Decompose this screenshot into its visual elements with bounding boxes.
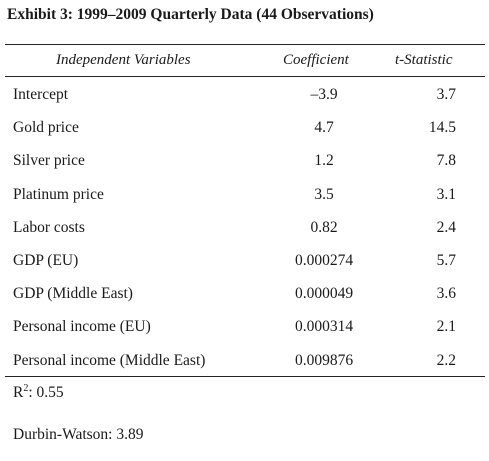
- row-t-statistic: 5.7: [436, 251, 456, 269]
- table-row: Gold price 4.7 14.5: [0, 119, 489, 152]
- header-t-statistic: t-Statistic: [395, 52, 453, 68]
- row-variable: Platinum price: [13, 185, 104, 203]
- table-row: Intercept –3.9 3.7: [0, 86, 489, 119]
- table-row: Personal income (Middle East) 0.009876 2…: [0, 352, 489, 385]
- row-variable: Labor costs: [13, 218, 85, 236]
- row-variable: Intercept: [13, 86, 69, 103]
- row-t-statistic: 2.1: [436, 318, 456, 336]
- row-t-statistic: 2.2: [436, 351, 456, 369]
- row-coefficient: 0.009876: [294, 351, 354, 369]
- header-independent-variables: Independent Variables: [56, 52, 191, 68]
- table-row: GDP (EU) 0.000274 5.7: [0, 252, 489, 285]
- row-t-statistic: 3.7: [436, 86, 456, 103]
- row-coefficient: 4.7: [314, 119, 334, 137]
- row-coefficient: 1.2: [314, 152, 334, 170]
- table-row: Silver price 1.2 7.8: [0, 152, 489, 185]
- table-row: Platinum price 3.5 3.1: [0, 186, 489, 219]
- row-coefficient: 0.000314: [294, 318, 354, 336]
- row-variable: Personal income (EU): [13, 318, 151, 336]
- row-variable: GDP (Middle East): [13, 285, 133, 303]
- row-variable: GDP (EU): [13, 251, 79, 269]
- table-row: GDP (Middle East) 0.000049 3.6: [0, 285, 489, 318]
- r-squared-value: : 0.55: [28, 384, 64, 401]
- row-t-statistic: 7.8: [436, 152, 456, 170]
- row-coefficient: 0.000274: [294, 251, 354, 269]
- r-squared-exponent: 2: [23, 383, 29, 394]
- header-coefficient: Coefficient: [283, 52, 349, 68]
- table-bottom-rule: [5, 376, 485, 377]
- table-header: Independent Variables Coefficient t-Stat…: [0, 52, 489, 72]
- row-coefficient: 0.82: [310, 218, 338, 236]
- row-coefficient: 3.5: [314, 185, 334, 203]
- row-variable: Gold price: [13, 119, 79, 137]
- row-coefficient: –3.9: [310, 86, 338, 103]
- table-top-rule: [5, 44, 485, 45]
- r-squared-label: R: [13, 384, 24, 401]
- row-coefficient: 0.000049: [294, 285, 354, 303]
- row-t-statistic: 3.1: [436, 185, 456, 203]
- row-variable: Personal income (Middle East): [13, 351, 206, 369]
- row-variable: Silver price: [13, 152, 85, 170]
- table-row: Personal income (EU) 0.000314 2.1: [0, 318, 489, 351]
- row-t-statistic: 14.5: [428, 119, 456, 137]
- table-row: Labor costs 0.82 2.4: [0, 219, 489, 252]
- durbin-watson: Durbin-Watson: 3.89: [13, 426, 144, 443]
- table-body: Intercept –3.9 3.7 Gold price 4.7 14.5 S…: [0, 86, 489, 385]
- r-squared: R2: 0.55: [13, 384, 64, 402]
- row-t-statistic: 3.6: [436, 285, 456, 303]
- header-bottom-rule: [5, 76, 485, 77]
- row-t-statistic: 2.4: [436, 218, 456, 236]
- exhibit-title: Exhibit 3: 1999–2009 Quarterly Data (44 …: [7, 6, 374, 23]
